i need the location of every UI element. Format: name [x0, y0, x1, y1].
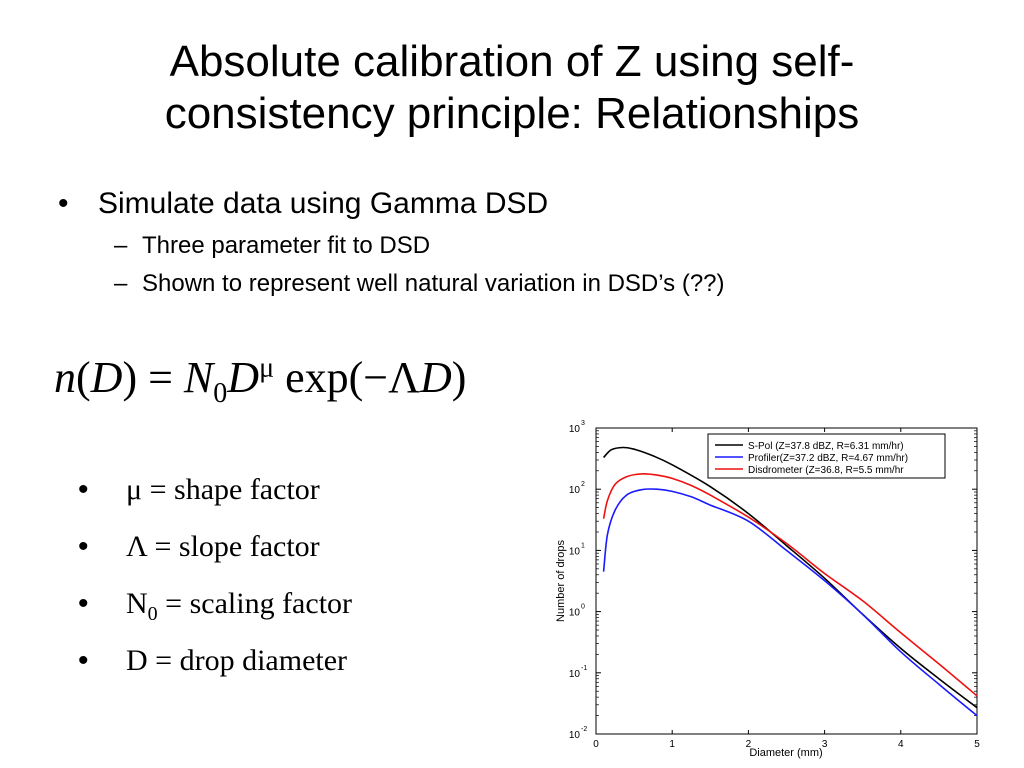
- series-line: [603, 446, 978, 709]
- y-axis-label: Number of drops: [555, 540, 567, 622]
- gamma-dsd-equation: n(D) = N0Dμ exp(−ΛD): [54, 352, 466, 410]
- eq-close-paren: ): [122, 353, 138, 402]
- y-tick-exponent: -1: [581, 665, 587, 672]
- eq-exp: exp(: [285, 353, 364, 402]
- sub-bullet-item: – Shown to represent well natural variati…: [114, 268, 725, 300]
- x-tick-label: 3: [822, 739, 828, 750]
- eq-minus: −: [363, 353, 389, 402]
- y-tick-label: 10: [569, 730, 581, 741]
- bullet-glyph: •: [78, 587, 89, 620]
- def-symbol: μ: [126, 473, 143, 506]
- eq-D-base: D: [227, 353, 260, 402]
- sub-bullet-item: – Three parameter fit to DSD: [114, 230, 725, 262]
- bullet-glyph: •: [58, 187, 69, 220]
- eq-D: D: [90, 353, 123, 402]
- def-symbol: N: [126, 587, 148, 620]
- eq-open-paren: (: [76, 353, 91, 402]
- def-text: = drop diameter: [147, 644, 348, 677]
- y-tick-exponent: 0: [581, 604, 585, 611]
- dash-glyph: –: [114, 270, 128, 297]
- bullet-glyph: •: [78, 473, 89, 506]
- bullet-glyph: •: [78, 644, 89, 677]
- eq-mu-exponent: μ: [259, 352, 275, 384]
- plot-area: [595, 427, 978, 735]
- sub-bullet-text: Shown to represent well natural variatio…: [142, 270, 725, 297]
- eq-lambda: Λ: [388, 353, 420, 402]
- y-tick-exponent: 3: [581, 420, 585, 427]
- legend-items: S-Pol (Z=37.8 dBZ, R=6.31 mm/hr)Profiler…: [715, 441, 908, 476]
- y-tick-exponent: 1: [581, 542, 585, 549]
- series-lines: [602, 446, 978, 717]
- bullet-item: • Simulate data using Gamma DSD: [58, 184, 725, 224]
- def-subscript: 0: [147, 603, 158, 625]
- legend-box: [707, 433, 946, 479]
- dsd-chart: 0 1 2 3 4 5 10 -2 10 -1 10 0 10 1 10 2 10 3 S-Pol (Z=37.8…: [540, 418, 984, 762]
- dash-glyph: –: [114, 232, 128, 259]
- x-tick-label: 0: [593, 739, 599, 750]
- y-tick-exponent: 2: [581, 481, 585, 488]
- eq-equals: =: [148, 353, 173, 402]
- eq-N-subscript: 0: [213, 377, 228, 409]
- def-symbol: Λ: [126, 530, 147, 563]
- series-line: [602, 488, 978, 717]
- y-tick-label: 10: [569, 485, 581, 496]
- definition-item: • D = drop diameter: [78, 637, 352, 694]
- legend-label: Disdrometer (Z=36.8, R=5.5 mm/hr: [748, 465, 904, 476]
- series-line: [602, 473, 978, 697]
- sub-bullet-text: Three parameter fit to DSD: [142, 232, 431, 259]
- x-tick-label: 4: [898, 739, 904, 750]
- bullet-list: • Simulate data using Gamma DSD – Three pa…: [58, 184, 725, 300]
- legend: S-Pol (Z=37.8 dBZ, R=6.31 mm/hr)Profiler…: [707, 433, 946, 479]
- legend-label: Profiler(Z=37.2 dBZ, R=4.67 mm/hr): [748, 453, 908, 464]
- eq-close: ): [451, 353, 467, 402]
- eq-N: N: [183, 353, 214, 402]
- legend-label: S-Pol (Z=37.8 dBZ, R=6.31 mm/hr): [748, 441, 904, 452]
- x-tick-label: 1: [669, 739, 675, 750]
- def-symbol: D: [126, 644, 148, 677]
- title-line-1: Absolute calibration of Z using self-: [169, 37, 855, 86]
- definition-item: • Λ = slope factor: [78, 523, 352, 580]
- definition-list: • μ = shape factor • Λ = slope factor • N0 …: [78, 466, 352, 694]
- definition-item: • N0 = scaling factor: [78, 580, 352, 637]
- eq-D-rhs: D: [420, 353, 452, 402]
- x-axis-label: Diameter (mm): [749, 747, 822, 759]
- y-tick-exponent: -2: [581, 726, 587, 733]
- bullet-glyph: •: [78, 530, 89, 563]
- y-tick-label: 10: [569, 424, 581, 435]
- def-text: = shape factor: [142, 473, 320, 506]
- bullet-text: Simulate data using Gamma DSD: [98, 187, 549, 220]
- x-tick-label: 5: [974, 739, 980, 750]
- def-text: = scaling factor: [157, 587, 353, 620]
- y-tick-label: 10: [569, 608, 581, 619]
- y-tick-label: 10: [569, 546, 581, 557]
- def-text: = slope factor: [146, 530, 320, 563]
- y-tick-label: 10: [569, 669, 581, 680]
- title-line-2: consistency principle: Relationships: [164, 89, 860, 138]
- definition-item: • μ = shape factor: [78, 466, 352, 523]
- eq-n: n: [54, 353, 76, 402]
- slide-title: Absolute calibration of Z using self- co…: [0, 36, 1024, 140]
- x-tick-label: 2: [746, 739, 752, 750]
